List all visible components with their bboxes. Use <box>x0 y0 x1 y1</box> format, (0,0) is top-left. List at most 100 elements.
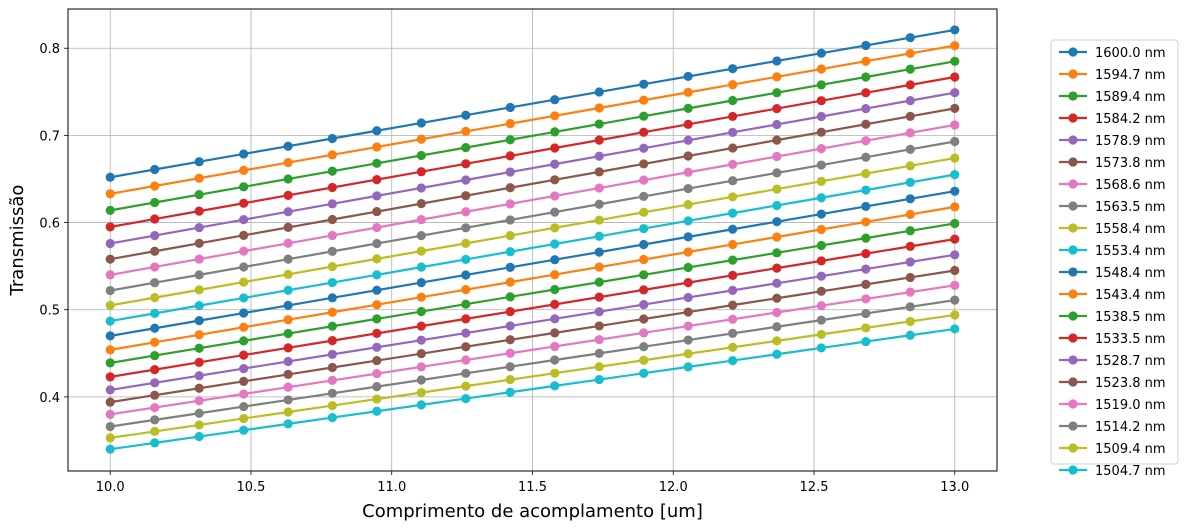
legend-item: 1573.8 nm <box>1059 156 1166 171</box>
series-1538-5-nm <box>105 218 960 368</box>
data-point <box>416 215 426 225</box>
data-point <box>239 182 249 192</box>
legend-label: 1548.4 nm <box>1095 266 1166 281</box>
data-point <box>905 111 915 121</box>
data-point <box>461 381 471 391</box>
data-point <box>505 102 515 113</box>
data-point <box>505 321 515 331</box>
data-point <box>150 402 160 413</box>
data-point <box>239 322 249 332</box>
data-point <box>416 277 426 288</box>
data-point <box>639 191 649 202</box>
series-1533-5-nm <box>105 234 960 382</box>
data-point <box>683 349 693 359</box>
data-point <box>150 390 160 400</box>
data-point <box>639 159 649 169</box>
data-point <box>461 342 471 352</box>
data-point <box>816 286 826 296</box>
legend-item: 1563.5 nm <box>1059 200 1166 215</box>
data-point <box>772 88 782 98</box>
data-point <box>772 248 782 258</box>
data-point <box>505 375 515 385</box>
data-point <box>239 198 249 208</box>
data-point <box>239 165 249 175</box>
data-point <box>239 350 249 360</box>
legend-item: 1538.5 nm <box>1059 310 1166 325</box>
data-point <box>239 413 249 424</box>
data-point <box>861 168 871 179</box>
series-line <box>110 156 955 307</box>
x-axis-ticks: 10.0 10.5 11.0 11.5 12.0 12.5 13.0 <box>96 471 969 495</box>
series-line <box>110 75 955 229</box>
data-point <box>327 150 337 160</box>
data-point <box>728 64 738 74</box>
data-point <box>505 277 515 287</box>
data-point <box>728 159 738 169</box>
data-point <box>283 343 293 353</box>
data-point <box>861 185 871 195</box>
data-point <box>461 285 471 295</box>
data-point <box>861 294 871 304</box>
data-point <box>194 343 204 353</box>
data-point <box>683 216 693 226</box>
data-point <box>861 279 871 289</box>
data-point <box>816 256 826 266</box>
series-line <box>110 140 955 292</box>
data-point <box>594 362 604 372</box>
data-point <box>505 183 515 193</box>
data-point <box>283 222 293 233</box>
data-point <box>150 378 160 388</box>
data-point <box>105 444 115 454</box>
data-point <box>550 159 560 169</box>
data-point <box>461 207 471 217</box>
data-point <box>416 246 426 256</box>
data-point <box>461 159 471 169</box>
data-point <box>416 167 426 177</box>
data-point <box>639 328 649 338</box>
legend-swatch-marker <box>1068 465 1078 475</box>
data-point <box>194 206 204 216</box>
data-point <box>372 355 382 366</box>
data-point <box>683 362 693 372</box>
data-point <box>283 174 293 184</box>
x-tick-label: 10.0 <box>96 480 125 495</box>
data-point <box>950 265 960 276</box>
data-point <box>327 293 337 303</box>
data-point <box>505 119 515 129</box>
y-tick-label: 0.8 <box>39 42 60 57</box>
data-point <box>639 368 649 378</box>
data-point <box>816 176 826 186</box>
data-point <box>816 271 826 281</box>
data-point <box>594 262 604 272</box>
legend-swatch-marker <box>1068 135 1078 145</box>
data-point <box>239 215 249 225</box>
data-point <box>416 292 426 302</box>
legend-label: 1594.7 nm <box>1095 68 1166 83</box>
data-point <box>728 192 738 202</box>
data-point <box>905 302 915 312</box>
data-point <box>639 314 649 324</box>
series-1573-8-nm <box>105 103 960 264</box>
series-line <box>110 91 955 245</box>
data-point <box>728 328 738 338</box>
data-point <box>905 257 915 267</box>
data-point <box>905 80 915 90</box>
data-point <box>505 335 515 345</box>
data-point <box>372 285 382 295</box>
data-point <box>594 199 604 209</box>
data-point <box>416 321 426 331</box>
data-point <box>728 239 738 250</box>
data-point <box>905 64 915 74</box>
data-point <box>816 301 826 311</box>
data-point <box>550 127 560 137</box>
data-point <box>372 300 382 310</box>
legend-swatch-marker <box>1068 91 1078 101</box>
data-point <box>105 300 115 310</box>
data-point <box>416 400 426 410</box>
data-point <box>772 232 782 242</box>
series-1584-2-nm <box>105 72 960 232</box>
data-point <box>950 41 960 51</box>
data-point <box>372 238 382 249</box>
data-point <box>150 337 160 347</box>
